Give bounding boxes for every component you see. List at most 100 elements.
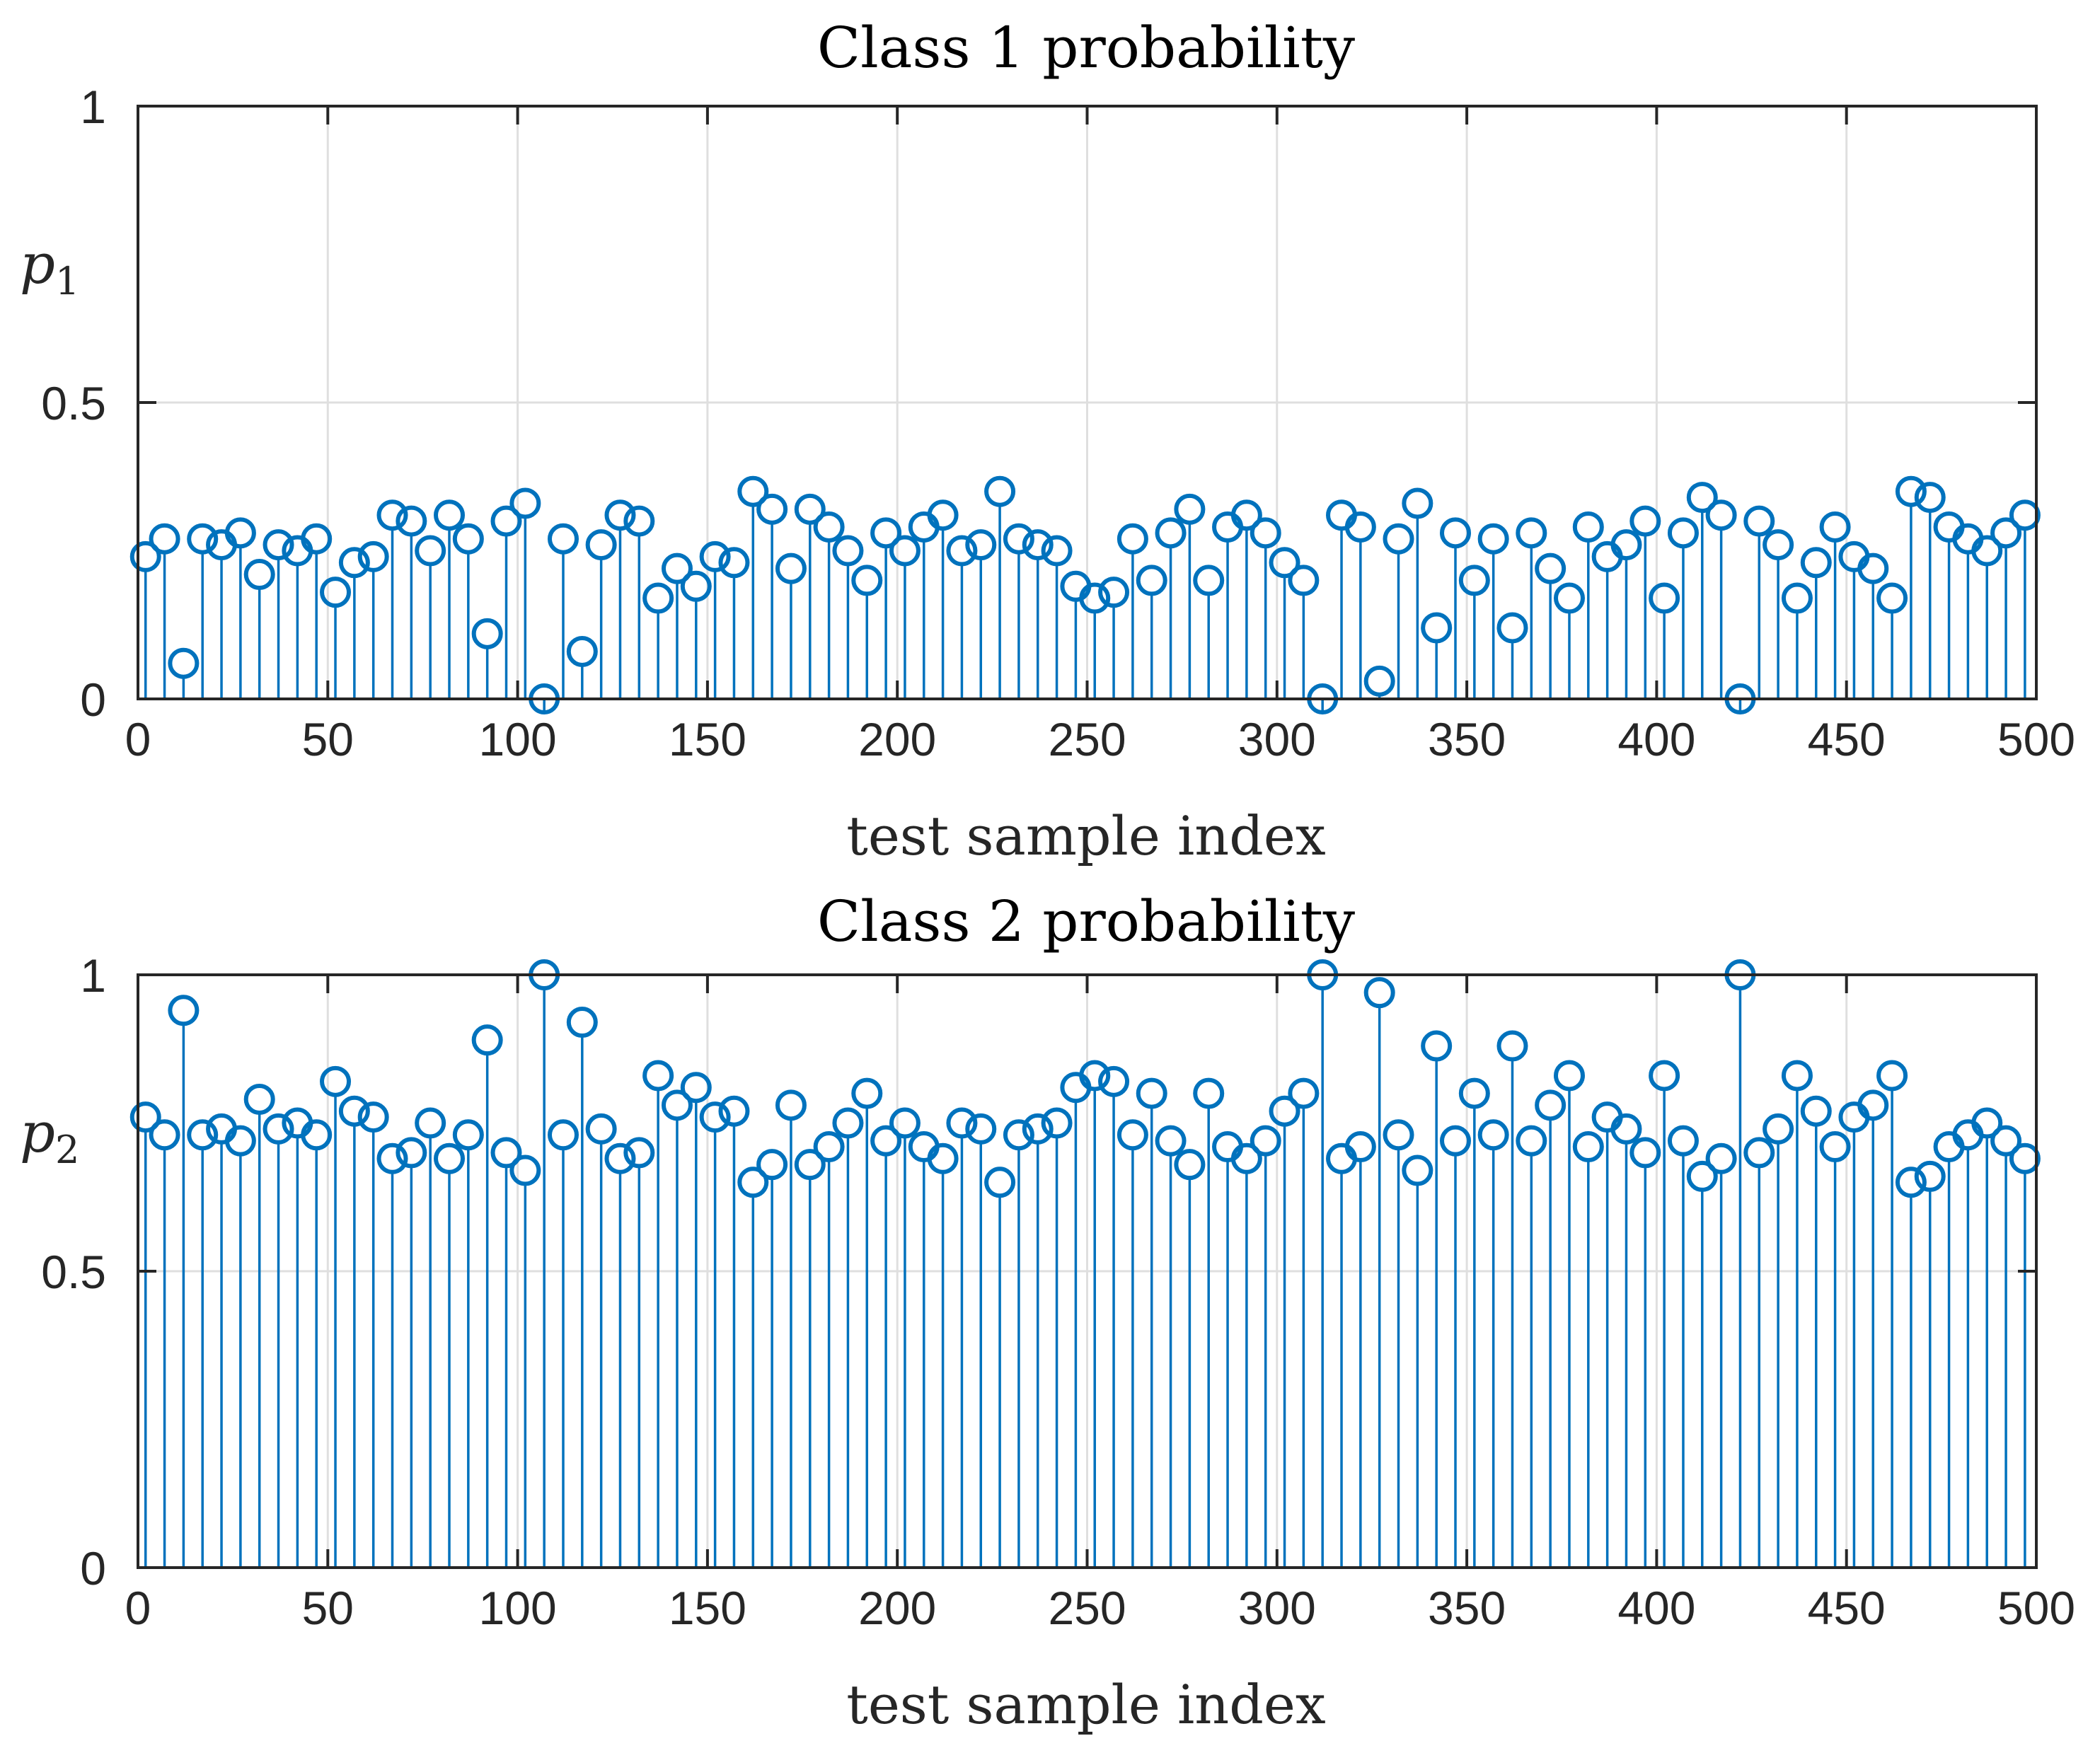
chart-2-stem-marker [1288,1077,1320,1109]
chart-1-stem-point [1686,482,1718,699]
chart-2-stem-marker [1914,1160,1946,1192]
chart-2-stem-marker [1990,1125,2022,1157]
chart-1-stem-marker [1383,523,1414,555]
chart-2-stem-point [1079,1060,1111,1568]
chart-2-stem-point [984,1167,1016,1568]
chart-2-stem-point [1876,1060,1908,1568]
chart-1-stem-point [376,499,408,699]
chart-2-stem-point [1933,1131,1965,1568]
chart-1-stem-marker [1705,499,1737,531]
chart-2-xtick-label-400: 400 [1617,1582,1695,1634]
chart-2-stem-point [282,1107,313,1568]
chart-1-stem-marker [585,529,617,561]
chart-1-stem-marker [1800,547,1832,579]
chart-2-stem-marker [1686,1160,1718,1192]
chart-2-stem-marker [1477,1119,1509,1151]
chart-1-stem-point [1079,582,1111,699]
chart-1-stem-marker [1250,517,1281,549]
chart-2-stem-marker [946,1107,978,1139]
chart-2-stem-marker [396,1137,427,1169]
chart-1-stem-marker [357,540,389,572]
chart-2-stem-point [149,1119,180,1568]
chart-2-stem-marker [1857,1089,1889,1121]
chart-1-stem-point [1230,499,1262,699]
chart-2-stem-point [1230,1142,1262,1568]
chart-2-stem-point [1686,1160,1718,1568]
chart-2-stem-point [851,1077,883,1568]
chart-2-stem-marker [1781,1060,1813,1092]
chart-1-stem-marker [984,475,1016,507]
chart-1-stem-point [1458,565,1490,699]
chart-2-stem-point [415,1107,446,1568]
chart-1-stem-point [585,529,617,699]
chart-2-stem-point [1477,1119,1509,1568]
chart-1-stem-point [1344,511,1376,699]
chart-2-stem-marker [1193,1077,1225,1109]
chart-1-stem-point [775,552,807,699]
chart-1-stem-point [756,493,788,699]
chart-2-stem-marker [1629,1137,1661,1169]
chart-2-stem-marker [1971,1107,2003,1139]
chart-2-stem-point [1174,1149,1206,1568]
chart-2-stem-marker [775,1089,807,1121]
chart-1-stem-point [187,523,219,699]
chart-1-stem-marker [699,540,731,572]
chart-2-stem-marker [376,1142,408,1174]
chart-1-stem-point [832,535,864,699]
chart-2-stem-marker [452,1119,484,1151]
chart-1-stem-marker [168,647,200,679]
chart-2-stem-point [338,1095,370,1568]
chart-1-stem-marker [1516,517,1547,549]
chart-2-stem-marker [224,1125,256,1157]
chart-1-stem-point [129,540,161,699]
chart-2-stem-marker [1363,977,1395,1009]
chart-1-stem-marker [471,618,503,649]
chart-1-stem-marker [851,565,883,596]
chart-1-stem-point [965,529,997,699]
chart-2-stem-point [908,1131,940,1568]
chart-1-stem-point [2009,499,2041,699]
chart-1-stem-point [1591,540,1623,699]
chart-1-stem-point [1667,517,1699,699]
chart-1-stem-marker [1743,505,1775,537]
chart-2-stem-point [452,1119,484,1568]
chart-1-ytick-label-1: 1 [80,81,106,133]
chart-2-stem-marker [1344,1131,1376,1163]
chart-2-stem-point [623,1137,655,1568]
chart-2-stem-point [1705,1142,1737,1568]
chart-2-stem-point [1326,1142,1358,1568]
chart-1-stem-marker [1003,523,1034,555]
chart-2-stem-point [1649,1060,1680,1568]
chart-2-stem-point [642,1060,674,1568]
chart-1-stem-marker [547,523,579,555]
chart-1-stem-point [1781,582,1813,699]
chart-2-stem-point [1990,1125,2022,1568]
chart-1-stem-marker [224,517,256,549]
chart-2-stem-point [1003,1119,1034,1568]
chart-2-stem-point [1136,1077,1167,1568]
chart-2-stem-marker [357,1101,389,1133]
chart-1-stem-marker [813,511,845,543]
chart-1-ticks [137,105,2038,700]
chart-1-stem-marker [1990,517,2022,549]
chart-1-stem-marker [1667,517,1699,549]
chart-1-stem-marker [889,535,921,567]
chart-2-stem-point [1535,1089,1567,1568]
chart-1-xtick-label-50: 50 [302,713,354,765]
chart-2-stem-marker [471,1024,503,1056]
chart-1-stem-point [1516,517,1547,699]
chart-2-stem-point [1060,1072,1092,1568]
chart-1-stem-marker [680,570,712,602]
chart-2-stem-marker [1516,1125,1547,1157]
chart-2-stem-point [2009,1142,2041,1568]
chart-2-stem-marker [585,1113,617,1145]
chart-2-ytick-label-1: 1 [80,949,106,1002]
chart-2-stem-marker [547,1119,579,1151]
chart-2-stem-point [1363,977,1395,1568]
chart-1-stem-marker [1629,505,1661,537]
chart-1-stem-marker [1174,493,1206,525]
chart-2-stem-marker [1421,1030,1453,1062]
chart-1-stem-point [471,618,503,699]
chart-1-stem-marker [661,552,693,584]
chart-2-stem-marker [756,1149,788,1181]
